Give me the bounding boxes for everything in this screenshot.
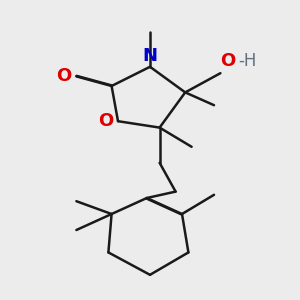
Text: O: O	[220, 52, 236, 70]
Text: -H: -H	[238, 52, 256, 70]
Text: N: N	[142, 47, 158, 65]
Text: O: O	[98, 112, 113, 130]
Text: O: O	[56, 68, 72, 85]
